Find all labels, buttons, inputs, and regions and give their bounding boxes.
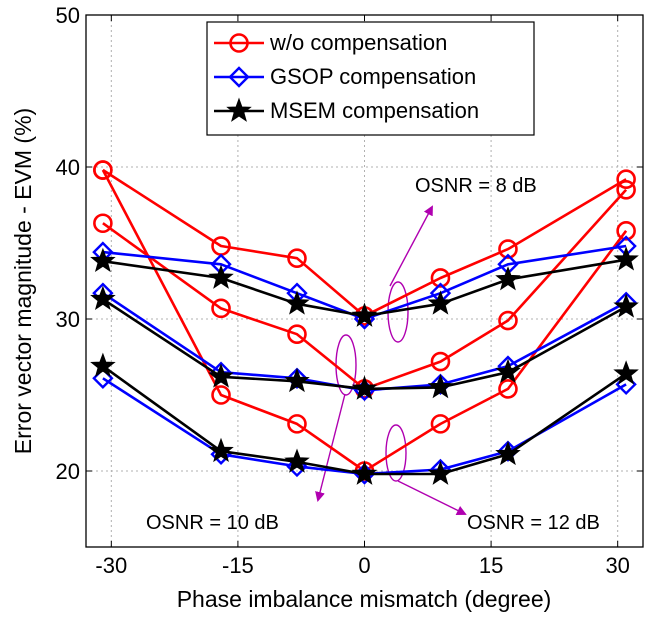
- grid-lines: [86, 14, 643, 547]
- legend-marker: [228, 66, 250, 88]
- data-point: [208, 264, 234, 289]
- legend-marker: [229, 33, 249, 53]
- data-point: [286, 367, 308, 389]
- data-point: [284, 367, 310, 393]
- data-point: [498, 310, 518, 331]
- y-tick-label: 50: [56, 3, 80, 28]
- data-point: [427, 290, 454, 315]
- series-layer: [90, 160, 639, 485]
- ellipse-osnr-12: [385, 424, 407, 482]
- data-point: [429, 373, 452, 396]
- data-point: [616, 169, 636, 189]
- data-point: [211, 385, 231, 405]
- data-point: [90, 352, 116, 377]
- data-point: [93, 160, 113, 180]
- legend-swatch-star: [214, 97, 264, 122]
- legend-swatch-diamond: [214, 66, 264, 88]
- series-msem-12-db: [90, 352, 639, 485]
- data-point: [90, 247, 116, 273]
- data-point: [351, 375, 378, 400]
- legend-swatches: [214, 33, 264, 122]
- y-tick-label: 20: [56, 459, 80, 484]
- data-point: [616, 180, 636, 200]
- data-point: [208, 437, 234, 463]
- annotation-osnr-12: OSNR = 12 dB: [467, 512, 600, 534]
- axis-ticks: -30 -15 0 15 30 20 30 40 50: [56, 3, 643, 578]
- arrow-osnr-12: [397, 480, 467, 515]
- data-point: [613, 246, 639, 271]
- y-tick-label: 40: [56, 155, 80, 180]
- data-point: [90, 285, 116, 311]
- data-point: [93, 213, 113, 234]
- data-point: [351, 302, 378, 327]
- legend-label-gsop-compensation: GSOP compensation: [270, 64, 476, 89]
- legend-swatch-circle: [214, 33, 264, 53]
- data-point: [430, 268, 451, 288]
- data-point: [497, 440, 519, 462]
- data-point: [430, 351, 451, 372]
- annotation-osnr-10: OSNR = 10 dB: [146, 512, 279, 534]
- data-point: [427, 373, 454, 399]
- series-msem-8-db: [90, 246, 639, 327]
- x-tick-label: -30: [95, 553, 127, 578]
- data-point: [287, 324, 307, 345]
- x-axis-label: Phase imbalance mismatch (degree): [177, 586, 552, 612]
- data-point: [351, 460, 378, 485]
- data-point: [287, 248, 307, 269]
- data-point: [284, 448, 310, 473]
- legend-marker: [226, 97, 252, 122]
- data-point: [427, 460, 454, 485]
- arrow-osnr-8: [389, 205, 433, 287]
- series-msem-10-db: [90, 285, 639, 400]
- data-point: [616, 221, 636, 241]
- legend: w/o compensation GSOP compensation MSEM …: [206, 21, 535, 136]
- data-point: [495, 266, 521, 291]
- annotation-osnr-8: OSNR = 8 dB: [415, 175, 537, 197]
- data-point: [287, 414, 307, 434]
- legend-box: [206, 21, 535, 136]
- data-point: [498, 239, 518, 259]
- legend-label-msem-compensation: MSEM compensation: [270, 98, 479, 123]
- x-tick-label: 15: [479, 553, 503, 578]
- data-point: [495, 358, 521, 384]
- data-point: [495, 440, 521, 466]
- data-point: [208, 363, 234, 388]
- x-tick-label: 30: [605, 553, 629, 578]
- data-point: [498, 379, 518, 399]
- data-point: [430, 414, 451, 434]
- x-tick-label: -15: [222, 553, 254, 578]
- y-tick-label: 30: [56, 307, 80, 332]
- x-tick-label: 0: [358, 553, 370, 578]
- data-point: [284, 290, 310, 315]
- y-axis-label: Error vector magnitude - EVM (%): [10, 108, 36, 454]
- data-point: [211, 298, 231, 319]
- legend-label-wo-compensation: w/o compensation: [269, 30, 447, 55]
- data-point: [613, 293, 639, 318]
- data-point: [613, 360, 639, 385]
